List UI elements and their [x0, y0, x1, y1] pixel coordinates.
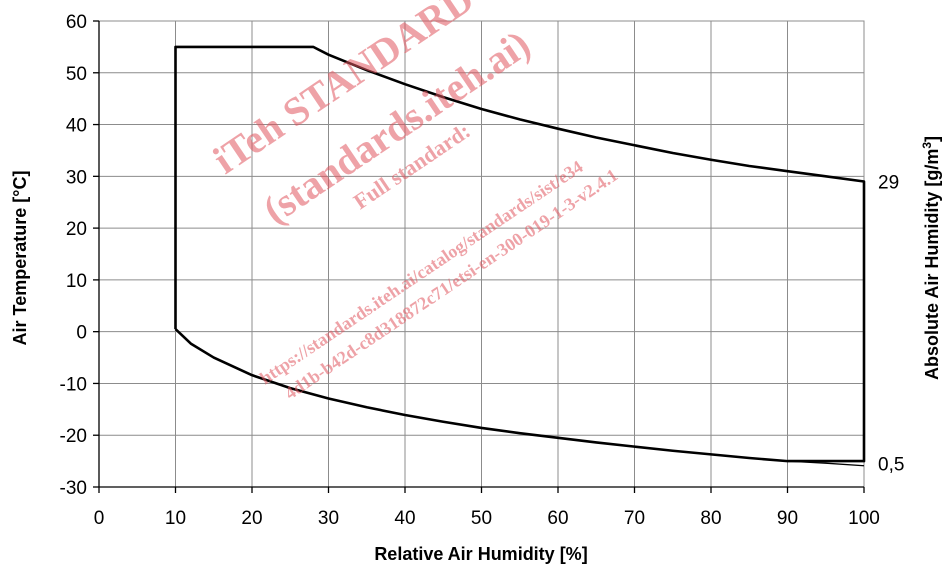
x-axis-title: Relative Air Humidity [%]	[374, 544, 587, 564]
y2-annotation-label: 0,5	[878, 455, 904, 476]
y-tick-label: 10	[66, 271, 87, 292]
x-tick-label: 30	[318, 508, 339, 529]
watermark: iTeh STANDARD PREVIEW (standards.iteh.ai…	[205, 0, 648, 403]
x-axis-ticks: 0 10 20 30 40 50 60 70 80 90 100	[94, 487, 880, 529]
x-tick-label: 0	[94, 508, 105, 529]
x-tick-label: 20	[241, 508, 262, 529]
y2-axis-title-end: ]	[922, 136, 942, 142]
y-axis-ticks: -30 -20 -10 0 10 20 30 40 50 60	[60, 12, 99, 499]
y-tick-label: -20	[60, 426, 87, 447]
y-tick-label: -10	[60, 374, 87, 395]
y-axis-title: Air Temperature [°C]	[10, 171, 30, 346]
y2-axis-title: Absolute Air Humidity [g/m3]	[920, 136, 942, 380]
x-tick-label: 10	[165, 508, 186, 529]
x-tick-label: 40	[394, 508, 415, 529]
y-tick-label: 20	[66, 219, 87, 240]
y-tick-label: 50	[66, 64, 87, 85]
y-tick-label: 60	[66, 12, 87, 33]
y2-axis-title-main: Absolute Air Humidity [g/m	[922, 149, 942, 380]
y2-annotations: 290,5	[878, 173, 904, 476]
x-tick-label: 90	[777, 508, 798, 529]
y-tick-label: 30	[66, 167, 87, 188]
y-tick-label: 40	[66, 116, 87, 137]
x-tick-label: 70	[624, 508, 645, 529]
y-tick-label: -30	[60, 478, 87, 499]
x-tick-label: 80	[700, 508, 721, 529]
y-tick-label: 0	[76, 323, 87, 344]
x-tick-label: 50	[471, 508, 492, 529]
x-tick-label: 100	[848, 508, 880, 529]
watermark-line-5: 4d1b-b42d-c8d318872c71/etsi-en-300-019-1…	[281, 165, 621, 404]
y2-annotation-label: 29	[878, 173, 899, 194]
x-tick-label: 60	[547, 508, 568, 529]
